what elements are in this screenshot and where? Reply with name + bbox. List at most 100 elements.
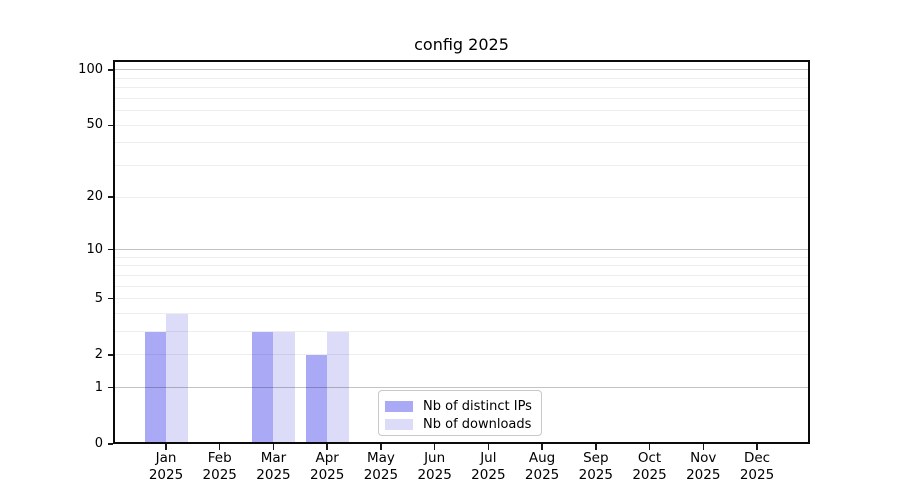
x-tick-mark-Jan	[165, 444, 167, 450]
x-tick-year: 2025	[148, 466, 184, 483]
x-tick-year: 2025	[524, 466, 560, 483]
x-tick-month: Feb	[207, 450, 232, 466]
x-tick-mark-Nov	[702, 444, 704, 450]
y-tick-label-2: 2	[94, 346, 103, 362]
y-tick-mark-5	[107, 298, 113, 300]
x-tick-year: 2025	[739, 466, 775, 483]
x-tick-month: Nov	[690, 450, 717, 466]
x-axis-spine	[113, 442, 810, 444]
gridline-minor-2	[113, 354, 810, 356]
y-tick-label-50: 50	[86, 117, 103, 133]
chart-title: config 2025	[414, 35, 509, 54]
y-tick-label-10: 10	[86, 241, 103, 257]
x-tick-label-Dec: Dec 2025	[725, 450, 789, 483]
gridline-minor-90	[113, 77, 810, 79]
x-tick-mark-Mar	[272, 444, 275, 450]
bar-distinct-ips-Mar	[251, 331, 274, 444]
x-tick-month: Oct	[637, 450, 662, 466]
gridline-minor-50	[113, 124, 810, 126]
x-tick-month: Apr	[315, 450, 339, 466]
x-tick-label-Nov: Nov 2025	[671, 450, 735, 483]
legend-swatch-distinct-ips	[385, 400, 413, 412]
x-tick-label-Feb: Feb 2025	[188, 450, 252, 483]
x-tick-label-Sep: Sep 2025	[564, 450, 628, 483]
x-tick-year: 2025	[578, 466, 613, 483]
gridline-minor-40	[113, 142, 810, 144]
x-tick-month: Dec	[743, 450, 771, 466]
bar-downloads-Mar	[273, 331, 295, 444]
x-tick-year: 2025	[471, 466, 506, 483]
x-tick-month: Jan	[155, 450, 177, 466]
x-tick-mark-Jun	[433, 444, 436, 450]
x-tick-mark-Sep	[595, 444, 597, 450]
y-tick-mark-0	[107, 443, 113, 445]
gridline-minor-8	[113, 265, 810, 267]
gridline-minor-30	[113, 165, 810, 167]
x-tick-label-Oct: Oct 2025	[618, 450, 682, 483]
y-tick-label-100: 100	[78, 61, 103, 77]
y-tick-label-1: 1	[94, 379, 103, 395]
bar-downloads-Jan	[166, 313, 188, 444]
y-axis-spine	[113, 60, 115, 444]
gridline-minor-60	[113, 110, 810, 112]
x-tick-year: 2025	[309, 466, 345, 483]
x-tick-year: 2025	[632, 466, 667, 483]
plot-area: 0 1 2 5 10 20 50 100 Jan 2025 Feb 2025 Mar 2025 Apr 202…	[78, 60, 810, 483]
gridline-minor-4	[113, 313, 810, 314]
y-tick-mark-20	[107, 196, 113, 198]
gridline-major-10	[113, 249, 810, 251]
x-tick-label-Aug: Aug 2025	[510, 450, 574, 483]
x-tick-month: May	[366, 450, 395, 466]
x-tick-label-May: May 2025	[349, 450, 413, 483]
x-tick-mark-Oct	[648, 444, 651, 450]
y-tick-label-20: 20	[86, 189, 103, 205]
x-tick-year: 2025	[202, 466, 237, 483]
x-tick-mark-Apr	[326, 444, 328, 450]
legend-entry-distinct-ips: Nb of distinct IPs	[385, 397, 533, 415]
x-tick-month: Sep	[583, 450, 609, 466]
right-spine	[808, 60, 810, 444]
y-tick-label-0: 0	[94, 436, 103, 451]
x-tick-mark-Jul	[487, 444, 490, 450]
y-tick-label-5: 5	[94, 290, 103, 306]
gridline-minor-7	[113, 274, 810, 276]
x-tick-mark-Aug	[541, 444, 543, 450]
gridline-minor-80	[113, 87, 810, 89]
gridline-major-100	[113, 69, 810, 71]
y-tick-mark-50	[107, 124, 113, 126]
bar-distinct-ips-Jan	[144, 331, 166, 444]
gridline-minor-6	[113, 285, 810, 287]
x-tick-label-Jan: Jan 2025	[134, 450, 198, 483]
gridline-minor-20	[113, 196, 810, 198]
bar-distinct-ips-Apr	[305, 354, 328, 444]
x-tick-year: 2025	[363, 466, 399, 483]
x-tick-month: Mar	[260, 450, 287, 466]
x-tick-label-Mar: Mar 2025	[241, 450, 305, 483]
gridline-minor-3	[113, 331, 810, 333]
x-tick-mark-May	[380, 444, 382, 450]
x-tick-mark-Feb	[219, 444, 221, 450]
y-tick-mark-10	[107, 248, 113, 251]
legend-label-distinct-ips: Nb of distinct IPs	[423, 398, 532, 414]
x-tick-year: 2025	[417, 466, 452, 483]
legend-entry-downloads: Nb of downloads	[385, 415, 533, 433]
gridline-minor-9	[113, 256, 810, 258]
y-tick-mark-2	[107, 354, 113, 356]
bar-downloads-Apr	[327, 331, 349, 444]
y-tick-mark-1	[107, 387, 113, 389]
x-tick-year: 2025	[686, 466, 721, 483]
legend-box: Nb of distinct IPs Nb of downloads	[378, 390, 542, 436]
y-tick-mark-100	[107, 69, 113, 71]
x-tick-month: Aug	[528, 450, 556, 466]
x-tick-mark-Dec	[756, 444, 758, 450]
x-tick-month: Jun	[424, 450, 446, 466]
legend-label-downloads: Nb of downloads	[423, 416, 532, 432]
x-tick-label-Jul: Jul 2025	[456, 450, 520, 483]
x-tick-label-Apr: Apr 2025	[295, 450, 359, 483]
top-spine	[113, 60, 810, 62]
legend-swatch-downloads	[385, 418, 413, 430]
x-tick-year: 2025	[256, 466, 291, 483]
gridline-minor-5	[113, 298, 810, 300]
gridline-major-1	[113, 387, 810, 389]
gridline-minor-70	[113, 97, 810, 99]
